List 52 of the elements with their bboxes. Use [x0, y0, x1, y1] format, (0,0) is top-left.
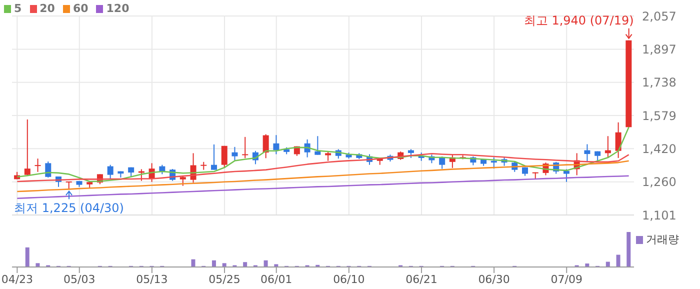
candlestick — [24, 118, 30, 176]
candlestick — [262, 134, 269, 159]
candlestick — [273, 134, 280, 155]
candlestick — [180, 175, 186, 186]
bar — [626, 232, 631, 267]
candlestick — [490, 156, 497, 170]
x-tick-label: 05/25 — [208, 272, 240, 286]
legend-label: 120 — [106, 2, 130, 15]
line-series — [16, 160, 630, 192]
x-tick-label: 06/30 — [478, 272, 510, 286]
y-tick-label: 1,101 — [642, 208, 676, 222]
line-series — [16, 175, 630, 199]
candlestick — [615, 122, 622, 158]
y-tick-label: 1,738 — [642, 76, 676, 90]
bar — [616, 254, 620, 267]
bar — [191, 259, 196, 267]
x-tick-label: 07/09 — [550, 272, 582, 286]
line-series — [16, 152, 630, 182]
y-tick-label: 1,260 — [642, 175, 676, 190]
candlestick — [34, 158, 41, 172]
candlestick — [314, 136, 321, 156]
x-tick-label: 05/13 — [136, 272, 168, 286]
x-tick-label: 04/23 — [1, 272, 34, 286]
x-tick-label: 06/01 — [260, 272, 292, 286]
legend-label: 20 — [40, 2, 55, 15]
bar — [36, 263, 40, 267]
y-tick-label: 1,579 — [642, 108, 676, 123]
y-tick-label: 1,420 — [642, 142, 676, 156]
bar — [212, 260, 216, 267]
annotation: 최고 1,940 (07/19) — [524, 13, 634, 28]
x-tick-label: 05/03 — [64, 272, 96, 286]
y-tick-label: 1,897 — [642, 42, 676, 57]
candlestick — [221, 145, 228, 168]
candlestick — [242, 136, 248, 159]
candlestick — [107, 164, 114, 180]
candlestick — [232, 146, 238, 161]
x-tick-label: 06/21 — [406, 272, 438, 286]
annotation: 최저 1,225 (04/30) — [14, 201, 124, 216]
x-tick-label: 06/10 — [333, 272, 365, 286]
candlestick — [563, 168, 570, 182]
y-tick-label: 2,057 — [642, 9, 676, 24]
bar — [222, 263, 226, 267]
candlestick — [325, 151, 332, 162]
legend-label: 거래량 — [646, 232, 679, 247]
candlestick — [211, 144, 218, 170]
candlestick — [584, 144, 590, 162]
legend-label: 5 — [14, 2, 22, 15]
bar — [25, 247, 30, 267]
legend-label: 60 — [72, 2, 88, 15]
bar — [264, 260, 268, 267]
bar — [243, 262, 248, 267]
candlestick — [45, 161, 52, 178]
